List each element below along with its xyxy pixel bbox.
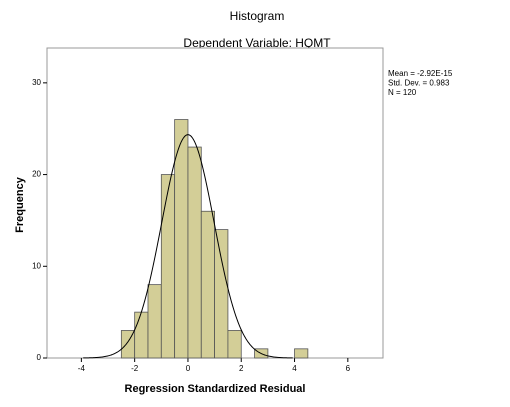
x-axis-title: Regression Standardized Residual	[125, 383, 306, 395]
y-tick-label: 0	[37, 353, 42, 362]
x-tick-label: -2	[131, 364, 139, 373]
x-tick-label: 4	[292, 364, 297, 373]
chart-subtitle: Dependent Variable: HQMT	[183, 36, 331, 50]
x-tick-label: 6	[346, 364, 351, 373]
bar	[134, 311, 149, 359]
bar	[214, 229, 229, 359]
x-tick-label: 0	[186, 364, 191, 373]
normal-curve	[83, 134, 293, 359]
stat-label: N = 120	[388, 88, 417, 97]
bar	[227, 330, 242, 359]
y-axis-title: Frequency	[14, 176, 26, 233]
y-tick-label: 20	[32, 170, 41, 179]
y-tick-label: 10	[32, 261, 41, 270]
bar	[187, 146, 202, 359]
stat-label: Mean = -2.92E-15	[388, 69, 453, 78]
y-tick-label: 30	[32, 78, 41, 87]
bar	[200, 210, 216, 359]
x-tick-label: 2	[239, 364, 244, 373]
bar	[147, 284, 162, 359]
x-tick-label: -4	[78, 364, 86, 373]
bar	[160, 174, 176, 359]
stat-label: Std. Dev. = 0.983	[388, 79, 450, 88]
chart-title: Histogram	[230, 9, 285, 23]
bar	[294, 348, 309, 359]
